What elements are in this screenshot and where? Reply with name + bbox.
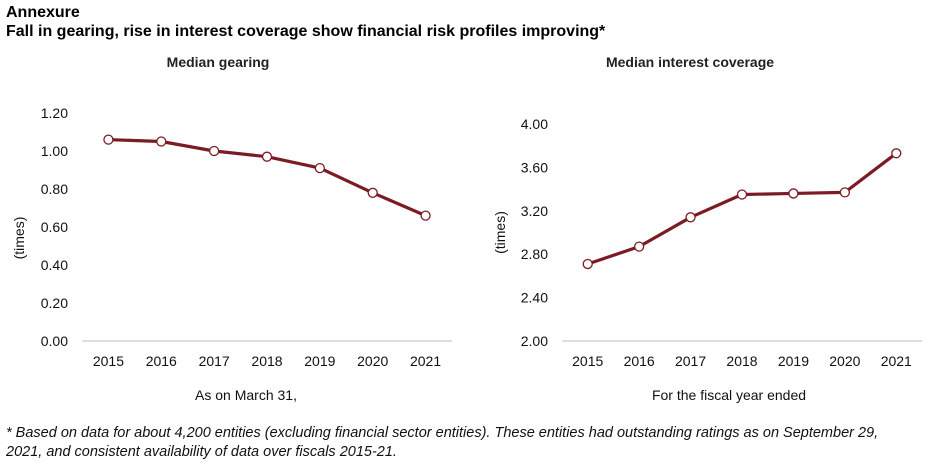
x-tick-label: 2021: [881, 353, 912, 369]
x-tick-label: 2021: [410, 353, 441, 369]
x-axis-label: As on March 31,: [195, 387, 297, 403]
data-point: [420, 210, 431, 221]
data-point: [891, 148, 902, 159]
chart-median-interest-coverage: Median interest coverage (times) For the…: [492, 54, 922, 403]
data-point: [839, 187, 851, 198]
x-tick-label: 2020: [829, 353, 860, 369]
chart-title: Median gearing: [167, 54, 270, 70]
y-axis-label: (times): [11, 217, 27, 260]
data-point: [736, 189, 748, 200]
footnote: * Based on data for about 4,200 entities…: [6, 425, 879, 460]
x-tick-label: 2018: [726, 353, 757, 369]
data-point: [633, 241, 645, 252]
x-tick-label: 2017: [199, 353, 230, 369]
x-tick-label: 2018: [251, 353, 282, 369]
y-tick-label: 2.80: [521, 246, 548, 262]
y-tick-label: 1.20: [41, 105, 68, 121]
y-axis-label: (times): [492, 211, 508, 254]
data-point: [788, 188, 799, 199]
y-tick-label: 2.40: [521, 290, 548, 306]
x-tick-label: 2016: [146, 353, 177, 369]
x-tick-label: 2017: [675, 353, 706, 369]
data-point: [685, 212, 696, 223]
y-tick-label: 0.40: [41, 257, 68, 273]
data-point: [582, 258, 593, 270]
series-line: [586, 151, 898, 266]
x-tick-label: 2019: [304, 353, 335, 369]
y-tick-label: 0.20: [41, 295, 68, 311]
data-point: [261, 151, 273, 162]
y-tick-label: 0.80: [41, 181, 68, 197]
data-point: [103, 134, 114, 145]
chart-title: Median interest coverage: [606, 54, 774, 70]
plot-area: 2.00 2.40 2.80 3.20 3.60 4.00 2015 2016 2017 2018…: [521, 116, 922, 369]
plot-area: 0.00 0.20 0.40 0.60 0.80 1.00 1.20 2015 2016 2017…: [41, 105, 452, 369]
y-tick-label: 3.20: [521, 203, 548, 219]
x-axis-label: For the fiscal year ended: [652, 387, 806, 403]
y-tick-label: 0.00: [41, 333, 68, 349]
data-point: [156, 136, 167, 147]
y-tick-label: 1.00: [41, 143, 68, 159]
y-tick-label: 0.60: [41, 219, 68, 235]
series-line: [106, 138, 428, 218]
x-tick-label: 2015: [572, 353, 603, 369]
x-tick-label: 2020: [357, 353, 388, 369]
x-tick-label: 2019: [778, 353, 809, 369]
chart-median-gearing: Median gearing (times) As on March 31, 0…: [11, 54, 452, 403]
x-tick-label: 2015: [93, 353, 124, 369]
x-tick-label: 2016: [624, 353, 655, 369]
data-point: [314, 162, 326, 174]
page-title: Fall in gearing, rise in interest covera…: [6, 23, 606, 40]
data-point: [367, 187, 378, 198]
y-tick-label: 4.00: [521, 116, 548, 132]
data-point: [208, 145, 220, 157]
annex-heading: Annexure: [6, 4, 80, 21]
y-tick-label: 2.00: [521, 333, 548, 349]
y-tick-label: 3.60: [521, 159, 548, 175]
